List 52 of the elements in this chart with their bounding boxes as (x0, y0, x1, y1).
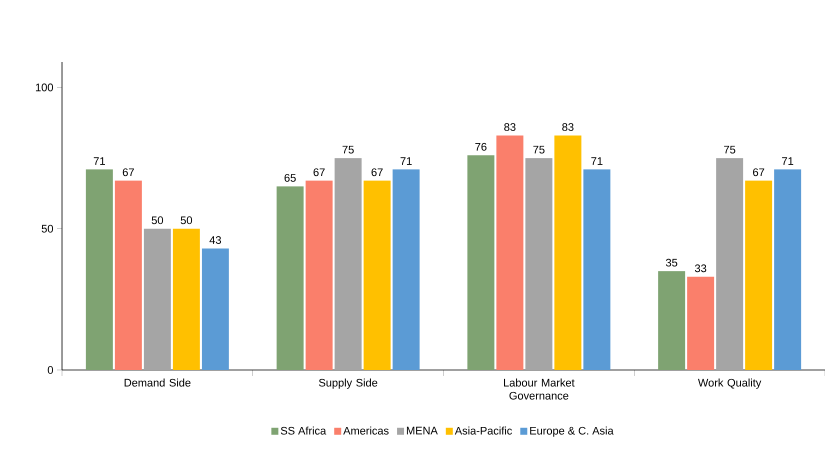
y-tick-label: 50 (42, 224, 54, 233)
x-tick-label: Demand Side (124, 378, 191, 387)
legend-label: Americas (343, 426, 389, 435)
bar (687, 276, 714, 370)
data-label: 76 (475, 142, 487, 151)
y-tick-label: 100 (36, 84, 54, 92)
data-label: 75 (342, 146, 354, 154)
bar (334, 158, 362, 370)
data-label: 83 (504, 123, 516, 131)
bar (774, 169, 802, 370)
data-label: 71 (400, 157, 412, 165)
bar (306, 180, 333, 370)
bar (86, 169, 113, 370)
data-label: 67 (122, 168, 134, 176)
bar (525, 158, 552, 370)
bar (496, 135, 524, 370)
data-label: 67 (372, 168, 383, 176)
legend-label: MENA (406, 426, 438, 434)
bar (144, 228, 171, 370)
data-label: 83 (562, 123, 574, 131)
bar (364, 180, 391, 370)
bar (276, 186, 304, 370)
bar (658, 271, 686, 370)
data-label: 67 (314, 168, 325, 176)
data-label: 71 (591, 157, 602, 165)
data-label: 50 (180, 216, 192, 224)
x-tick-label: Work Quality (698, 378, 762, 389)
data-label: 71 (782, 157, 794, 165)
bar (114, 180, 142, 370)
data-label: 75 (533, 146, 545, 154)
bar (554, 135, 582, 370)
bar (172, 228, 200, 370)
data-label: 50 (152, 216, 164, 224)
y-tick-label: 0 (48, 366, 54, 374)
bar (716, 158, 744, 370)
data-label: 75 (724, 146, 736, 154)
data-label: 33 (694, 264, 706, 272)
bar (745, 180, 772, 370)
data-label: 35 (666, 258, 678, 267)
bar (467, 155, 494, 370)
bar (583, 169, 610, 370)
legend-label: Europe & C. Asia (530, 426, 614, 437)
legend-label: Asia-Pacific (454, 426, 512, 435)
legend-label: SS Africa (280, 426, 326, 435)
x-tick-label: Labour Market Governance (504, 378, 575, 400)
x-tick-label: Supply Side (318, 378, 378, 389)
data-label: 65 (284, 174, 296, 182)
data-label: 67 (753, 168, 764, 176)
data-label: 43 (210, 236, 222, 244)
data-label: 71 (94, 157, 105, 165)
bar (392, 169, 420, 370)
bar (202, 248, 229, 370)
